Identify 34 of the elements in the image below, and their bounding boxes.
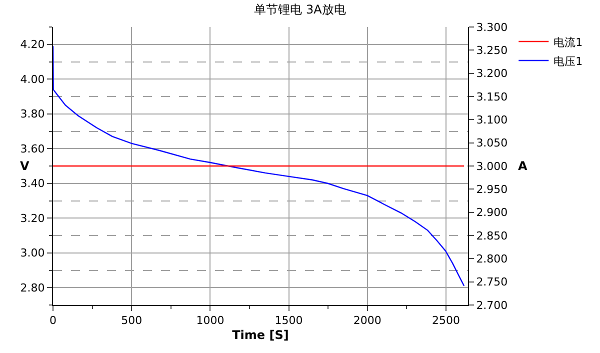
x-tick-label: 2500 <box>432 314 460 328</box>
y-tick-label: 3.40 <box>20 177 45 190</box>
x-tick-label: 2000 <box>353 314 382 328</box>
y2-tick-label: 2.850 <box>476 229 508 242</box>
x-tick-label: 1000 <box>196 314 224 328</box>
legend-label: 电流1 <box>554 36 583 49</box>
y2-tick-label: 3.100 <box>476 114 508 127</box>
legend-label: 电压1 <box>554 54 583 68</box>
y-axis-title: V <box>20 159 30 173</box>
y2-tick-label: 3.200 <box>476 67 508 80</box>
y-tick-label: 3.80 <box>20 108 45 121</box>
y2-tick-label: 3.300 <box>476 20 508 34</box>
y-tick-label: 3.00 <box>20 246 45 260</box>
y-tick-label: 4.20 <box>20 38 45 52</box>
y-tick-label: 2.80 <box>20 281 45 294</box>
x-tick-label: 0 <box>50 314 56 328</box>
y2-tick-label: 2.750 <box>476 276 508 289</box>
y2-tick-label: 3.050 <box>476 136 508 150</box>
x-tick-label: 500 <box>121 314 142 328</box>
y2-tick-label: 3.150 <box>476 90 508 104</box>
y2-axis-title: A <box>518 159 528 173</box>
y2-tick-label: 2.800 <box>476 252 508 266</box>
y2-tick-label: 2.700 <box>476 298 508 312</box>
chart-title: 单节锂电 3A放电 <box>254 2 346 17</box>
y-tick-label: 4.00 <box>20 72 45 86</box>
x-tick-label: 1500 <box>274 314 303 328</box>
y2-tick-label: 3.000 <box>476 160 508 173</box>
y-tick-label: 3.20 <box>20 212 45 225</box>
y2-tick-label: 2.950 <box>476 183 508 196</box>
y2-tick-label: 3.250 <box>476 44 508 58</box>
line-series <box>53 46 465 286</box>
x-axis-title: Time [S] <box>232 328 289 342</box>
y2-tick-label: 2.900 <box>476 206 508 220</box>
y-tick-label: 3.60 <box>20 142 45 156</box>
